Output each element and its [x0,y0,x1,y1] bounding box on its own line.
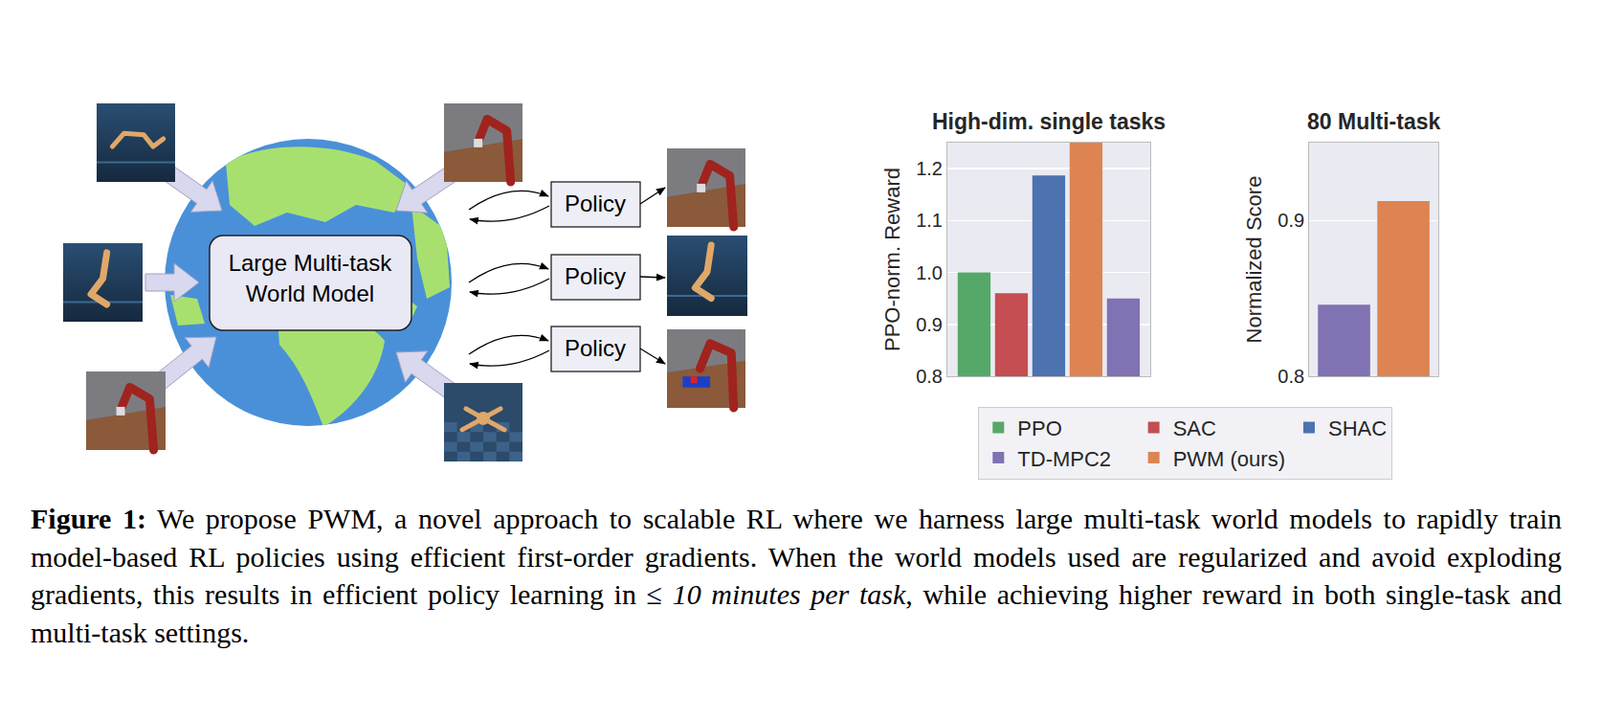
svg-text:0.8: 0.8 [1277,365,1305,387]
svg-text:0.9: 0.9 [915,313,943,335]
svg-text:Policy: Policy [564,190,626,217]
svg-text:Large Multi-task: Large Multi-task [228,249,394,276]
svg-text:SHAC: SHAC [1328,416,1387,441]
svg-text:Policy: Policy [564,334,626,361]
svg-text:1.2: 1.2 [915,157,943,179]
svg-text:World Model: World Model [245,280,375,307]
svg-text:1.0: 1.0 [915,262,943,284]
svg-text:Normalized Score: Normalized Score [1242,176,1267,344]
svg-text:PWM (ours): PWM (ours) [1173,446,1286,471]
svg-text:PPO: PPO [1017,416,1062,441]
svg-text:TD-MPC2: TD-MPC2 [1017,446,1112,471]
svg-text:80 Multi-task: 80 Multi-task [1307,109,1442,134]
svg-text:High-dim. single tasks: High-dim. single tasks [932,109,1166,134]
svg-text:Policy: Policy [564,263,626,289]
svg-text:0.9: 0.9 [1277,209,1305,231]
svg-text:PPO-norm. Reward: PPO-norm. Reward [880,167,905,352]
svg-text:1.1: 1.1 [915,209,943,231]
html-text:Figure 1: We propose PWM, a no: Figure 1: We propose PWM, a novel approa… [30,502,1562,648]
svg-text:SAC: SAC [1173,416,1217,441]
svg-text:0.8: 0.8 [915,365,943,387]
